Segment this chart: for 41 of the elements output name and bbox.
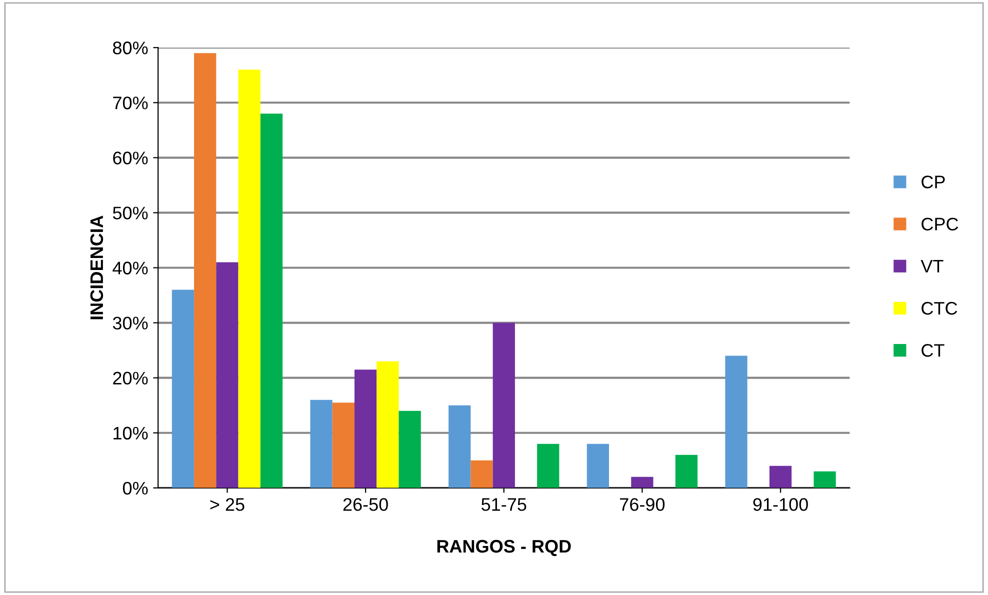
bar <box>260 114 283 488</box>
bar <box>537 444 560 488</box>
y-tick-label: 0% <box>122 482 148 495</box>
bar <box>470 460 493 488</box>
bar <box>354 370 377 488</box>
bar <box>398 410 421 488</box>
legend-label: CP <box>922 176 945 188</box>
x-tick-label: 91-100 <box>753 498 808 511</box>
legend-label: CT <box>922 344 944 357</box>
bar <box>631 476 654 488</box>
x-axis-title: RANGOS - RQD <box>437 540 571 556</box>
bar <box>814 471 836 488</box>
bar <box>172 290 194 488</box>
y-tick-label: 40% <box>112 262 148 274</box>
y-tick-label: 30% <box>112 316 148 330</box>
y-tick-label: 80% <box>113 42 148 54</box>
bar <box>586 444 610 488</box>
legend-label: VT <box>920 260 944 272</box>
bar <box>675 454 698 488</box>
bar <box>332 402 354 488</box>
x-tick-label: 51-75 <box>482 498 526 511</box>
legend-label: CTC <box>922 302 958 315</box>
x-tick-label: 26-50 <box>343 498 388 511</box>
bar <box>448 405 471 488</box>
bar <box>310 400 332 488</box>
legend-label: CPC <box>922 218 958 230</box>
y-tick-label: 60% <box>113 152 148 164</box>
bar <box>194 53 216 488</box>
bar <box>492 322 515 488</box>
bar <box>725 356 748 488</box>
bar <box>769 466 792 488</box>
y-axis-title: INCIDENCIA <box>90 216 104 320</box>
bar <box>238 70 260 488</box>
y-tick-label: 10% <box>114 426 148 440</box>
x-tick-label: > 25 <box>210 498 244 511</box>
y-tick-label: 70% <box>113 96 148 110</box>
y-tick-label: 20% <box>113 372 148 385</box>
x-tick-label: 76-90 <box>620 498 665 511</box>
bar <box>376 361 399 488</box>
bar <box>216 262 238 488</box>
y-tick-label: 50% <box>112 206 148 220</box>
